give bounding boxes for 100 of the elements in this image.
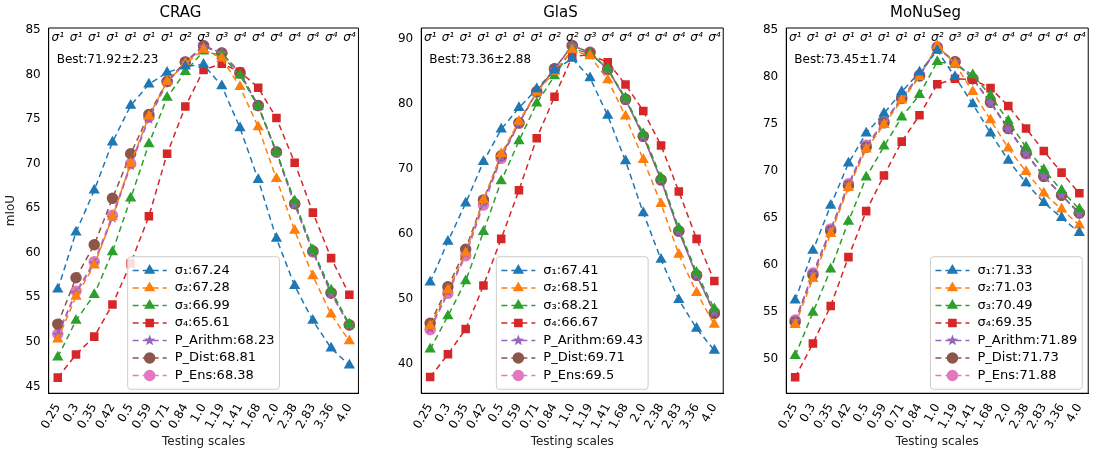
annotation: σ³ [215,30,229,45]
y-tick-label: 75 [25,111,41,126]
legend-label: P_Dist:71.73 [977,349,1059,365]
annotation: σ¹ [859,30,873,45]
y-tick-label: 85 [25,21,41,36]
annotation: σ¹ [51,30,65,45]
legend-label: σ₂:71.03 [977,279,1033,295]
x-axis-title: Testing scales [160,433,246,448]
legend-label: σ₄:65.61 [174,314,230,330]
annotation: σ¹ [477,30,490,45]
annotation: σ¹ [494,30,508,45]
legend-label: P_Ens:69.5 [543,366,615,382]
y-tick-label: 75 [762,115,779,130]
annotation: σ¹ [530,30,544,45]
legend-label: P_Arithm:69.43 [543,331,644,347]
y-tick-label: 40 [397,355,414,370]
annotation: σ⁴ [619,30,632,45]
annotation: σ⁴ [324,30,338,45]
x-axis-title: Testing scales [894,433,979,448]
legend-label: P_Arithm:71.89 [977,331,1078,347]
y-tick-label: 70 [762,162,779,177]
annotation: σ¹ [806,30,820,45]
annotation: σ³ [966,30,980,45]
chart-title: MoNuSeg [889,2,962,21]
annotation: σ⁴ [1037,30,1051,45]
annotation: σ² [566,30,579,45]
x-tick-label: 4.0 [697,400,720,425]
annotation: σ¹ [106,30,119,45]
annotation: Best:71.92±2.23 [56,52,159,67]
annotation: σ⁴ [1002,30,1015,45]
legend-label: σ₁:67.24 [174,261,230,277]
legend-label: σ₂:68.51 [543,279,599,295]
annotation: σ¹ [824,30,838,45]
annotation: Best:73.36±2.88 [429,52,532,67]
annotation: σ⁴ [708,30,721,45]
annotation: σ⁴ [1055,30,1068,45]
y-tick-label: 45 [25,378,41,393]
legend-label: σ₁:67.41 [543,261,599,277]
annotation: σ⁴ [343,30,356,45]
annotation: σ¹ [124,30,138,45]
annotation: σ² [548,30,561,45]
annotation: σ⁴ [654,30,668,45]
annotation: σ¹ [913,30,926,45]
annotation: σ¹ [88,30,101,45]
annotation: σ¹ [69,30,83,45]
y-tick-label: 55 [25,289,41,304]
annotation: σ³ [583,30,597,45]
annotation: σ¹ [788,30,802,45]
legend-label: σ₃:68.21 [543,296,599,312]
legend-label: P_Dist:68.81 [174,349,257,365]
chart-title: GlaS [543,2,578,21]
y-tick-label: 60 [397,225,414,240]
annotation: σ⁴ [1019,30,1033,45]
annotation: σ² [179,30,192,45]
annotation: σ⁴ [288,30,302,45]
y-tick-label: 65 [762,209,779,224]
annotation: σ⁴ [233,30,247,45]
annotation: σ¹ [842,30,855,45]
annotation: σ⁴ [252,30,265,45]
annotation: σ¹ [423,30,437,45]
y-tick-label: 85 [762,22,779,36]
x-axis-title: Testing scales [529,433,614,448]
legend-label: σ₃:70.49 [977,296,1033,312]
x-tick-label: 4.0 [1062,400,1085,425]
y-tick-label: 50 [25,334,41,349]
y-tick-label: 70 [25,155,41,170]
annotation: σ¹ [160,30,174,45]
legend-label: P_Ens:68.38 [174,366,254,382]
annotation: σ³ [197,30,210,45]
legend-label: σ₁:71.33 [977,261,1033,277]
annotation: σ⁴ [690,30,703,45]
legend-label: P_Ens:71.88 [977,366,1057,382]
y-tick-label: 55 [762,303,779,318]
annotation: σ¹ [441,30,455,45]
annotation: σ² [931,30,944,45]
annotation: σ⁴ [672,30,686,45]
chart-title: CRAG [159,2,202,21]
legend-label: σ₄:69.35 [977,314,1033,330]
legend-label: P_Dist:69.71 [543,349,625,365]
y-tick-label: 65 [25,200,41,215]
annotation: σ¹ [895,30,909,45]
annotation: σ¹ [142,30,156,45]
annotation: σ¹ [512,30,526,45]
annotation: σ⁴ [306,30,320,45]
annotation: σ¹ [459,30,473,45]
annotation: σ¹ [877,30,891,45]
y-axis-title: mIoU [3,194,18,227]
annotation: Best:73.45±1.74 [794,52,897,67]
y-tick-label: 80 [25,66,41,81]
annotation: σ³ [948,30,962,45]
y-tick-label: 60 [762,256,779,271]
y-tick-label: 90 [397,31,414,46]
annotation: σ⁴ [270,30,283,45]
y-tick-label: 50 [397,290,414,305]
y-tick-label: 50 [762,350,779,365]
legend-label: σ₂:67.28 [174,279,230,295]
y-tick-label: 60 [25,244,41,259]
annotation: σ⁴ [1073,30,1086,45]
x-tick-label: 4.0 [332,400,355,425]
annotation: σ⁴ [984,30,997,45]
